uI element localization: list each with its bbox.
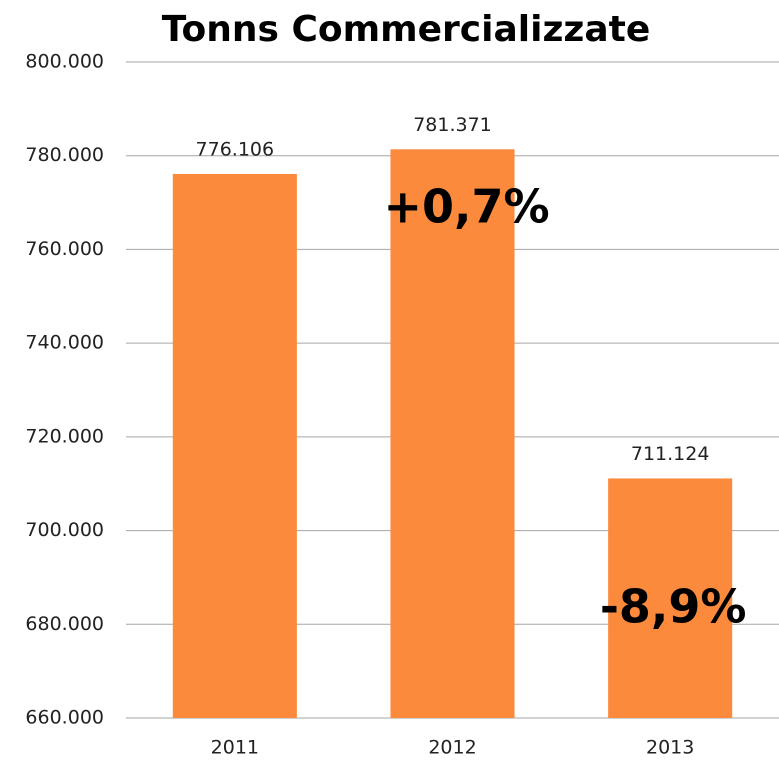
bar bbox=[390, 149, 515, 719]
bar bbox=[608, 478, 733, 718]
y-tick-label: 740.000 bbox=[25, 332, 104, 354]
y-tick-label: 700.000 bbox=[25, 519, 104, 541]
value-label: 776.106 bbox=[196, 138, 275, 160]
y-tick-label: 680.000 bbox=[25, 613, 104, 635]
y-tick-label: 760.000 bbox=[25, 238, 104, 260]
value-label: 781.371 bbox=[413, 114, 492, 136]
x-tick-label: 2013 bbox=[646, 737, 694, 759]
x-tick-label: 2012 bbox=[428, 737, 476, 759]
annotation: +0,7% bbox=[383, 180, 549, 234]
chart-title: Tonns Commercializzate bbox=[162, 9, 651, 50]
y-tick-label: 720.000 bbox=[25, 425, 104, 447]
y-tick-label: 660.000 bbox=[25, 707, 104, 729]
value-label: 711.124 bbox=[631, 443, 710, 465]
y-tick-label: 800.000 bbox=[25, 51, 104, 73]
bar bbox=[172, 173, 297, 719]
annotation: -8,9% bbox=[600, 580, 747, 634]
x-tick-label: 2011 bbox=[211, 737, 259, 759]
y-tick-label: 780.000 bbox=[25, 144, 104, 166]
